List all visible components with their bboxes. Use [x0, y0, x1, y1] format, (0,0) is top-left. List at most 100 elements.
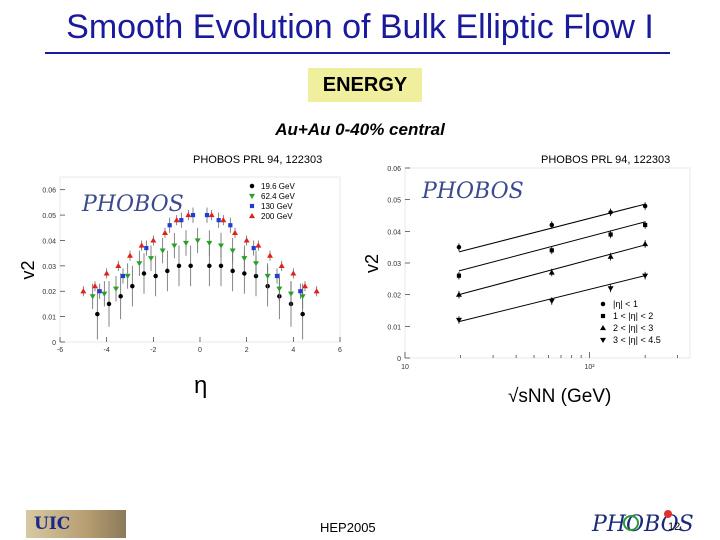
data-point: [216, 218, 221, 223]
legend-label: 19.6 GeV: [261, 182, 295, 191]
x-tick-label: 6: [338, 347, 342, 354]
phobos-logo-dot: [664, 510, 672, 518]
phobos-logo: PHOBOS: [591, 510, 694, 537]
data-point: [255, 242, 262, 248]
legend-marker: [249, 203, 255, 209]
data-point: [218, 243, 224, 249]
right-x-axis-label: √sNN (GeV): [508, 386, 612, 407]
data-point: [264, 273, 271, 279]
data-point: [206, 240, 213, 246]
legend-label: 3 < |η| < 4.5: [613, 335, 661, 345]
y-tick-label: 0.06: [42, 188, 56, 195]
plot-area: [404, 167, 691, 359]
data-point: [167, 223, 172, 228]
legend-marker: [600, 337, 606, 343]
uic-logo: UIC: [26, 510, 126, 538]
y-tick-label: 0.04: [42, 238, 56, 245]
data-point: [243, 237, 250, 243]
data-point: [548, 298, 555, 304]
x-tick-label: 10: [401, 364, 409, 371]
data-point: [241, 256, 248, 262]
data-point: [97, 289, 102, 294]
data-point: [228, 223, 233, 228]
data-point: [80, 288, 87, 294]
data-point: [176, 263, 182, 269]
legend-marker: [600, 325, 606, 331]
left-x-axis-label: η: [194, 372, 208, 399]
y-tick-label: 0.03: [42, 264, 56, 271]
phobos-watermark: PHOBOS: [81, 192, 184, 217]
left-chart-citation: PHOBOS PRL 94, 122303: [193, 154, 323, 166]
phobos-watermark: PHOBOS: [421, 179, 524, 204]
phobos-logo-ring: [623, 515, 639, 531]
data-point: [101, 291, 108, 297]
phobos-logo-text: PHOBOS: [591, 512, 694, 537]
data-point: [455, 291, 462, 297]
data-point: [253, 261, 259, 267]
data-point: [608, 232, 613, 237]
data-point: [548, 269, 555, 275]
data-point: [188, 263, 193, 269]
legend-marker: [600, 301, 606, 307]
data-point: [194, 238, 201, 244]
y-tick-label: 0.02: [387, 293, 401, 300]
y-tick-label: 0.01: [387, 324, 401, 331]
data-point: [183, 240, 189, 246]
legend-label: |η| < 1: [613, 299, 638, 309]
y-tick-label: 0.02: [42, 289, 56, 296]
y-axis-label: v2: [362, 254, 382, 273]
data-point: [144, 245, 149, 251]
legend-label: 62.4 GeV: [261, 192, 295, 201]
data-point: [299, 294, 306, 300]
data-point: [92, 283, 98, 289]
data-point: [159, 248, 166, 254]
y-tick-label: 0.01: [42, 315, 56, 322]
data-point: [298, 289, 303, 294]
data-point: [171, 243, 178, 249]
data-point: [642, 241, 649, 247]
data-point: [207, 263, 212, 269]
x-tick-label: 4: [291, 347, 295, 354]
data-point: [130, 283, 135, 289]
data-point: [127, 252, 133, 258]
data-point: [113, 286, 119, 292]
data-point: [115, 262, 122, 268]
data-point: [190, 212, 196, 218]
data-point: [455, 317, 462, 323]
data-point: [456, 273, 462, 278]
data-point: [136, 261, 143, 267]
x-tick-label: 10²: [585, 364, 596, 371]
data-point: [141, 271, 147, 276]
data-point: [150, 237, 157, 243]
data-point: [165, 268, 170, 274]
x-tick-label: -4: [104, 347, 110, 354]
legend-marker: [249, 213, 255, 219]
data-point: [643, 222, 648, 228]
data-point: [204, 212, 210, 218]
y-tick-label: 0.05: [42, 213, 56, 220]
title-underline: [45, 52, 670, 54]
data-point: [185, 212, 192, 218]
data-point: [242, 271, 247, 276]
energy-badge: ENERGY: [308, 68, 422, 102]
data-point: [313, 288, 320, 294]
y-tick-label: 0.05: [387, 198, 401, 205]
data-point: [642, 273, 649, 279]
slide-title: Smooth Evolution of Bulk Elliptic Flow I: [66, 8, 654, 46]
legend-label: 2 < |η| < 3: [613, 323, 653, 333]
y-tick-label: 0.04: [387, 229, 401, 236]
data-point: [456, 244, 462, 250]
fit-line: [458, 221, 646, 272]
y-tick-label: 0.03: [387, 261, 401, 268]
data-point: [124, 273, 131, 279]
data-point: [300, 311, 305, 317]
data-point: [607, 286, 614, 292]
legend-marker: [249, 193, 255, 199]
slide-subtitle: Au+Au 0-40% central: [275, 120, 445, 139]
data-point: [120, 273, 126, 279]
data-point: [148, 256, 154, 262]
data-point: [276, 286, 283, 292]
plot-area: [59, 176, 341, 343]
right-chart-citation: PHOBOS PRL 94, 122303: [541, 154, 671, 166]
data-point: [288, 291, 294, 297]
